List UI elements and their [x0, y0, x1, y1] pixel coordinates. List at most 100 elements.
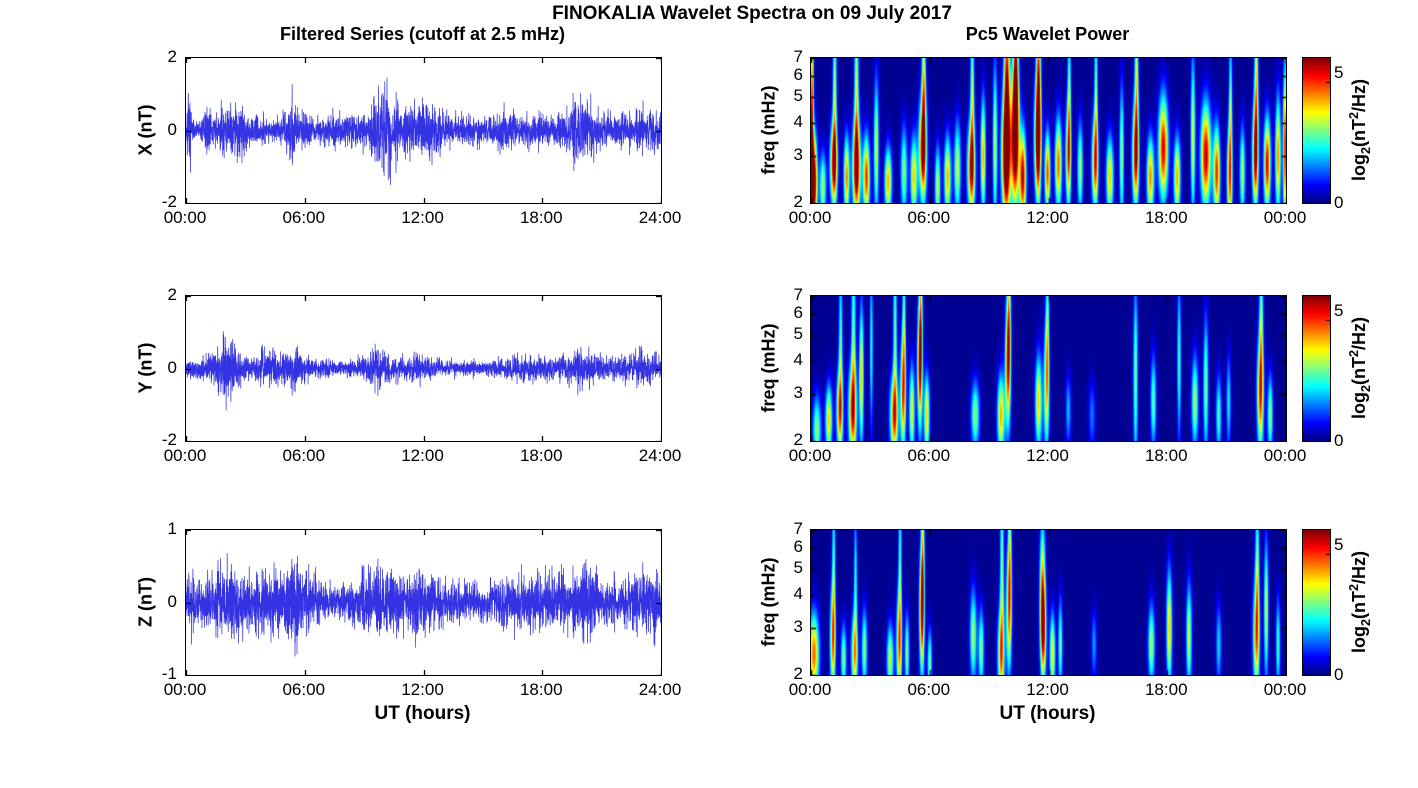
- colorbar-tick-5: 5: [1334, 535, 1344, 554]
- tick-label: 24:00: [638, 680, 682, 699]
- tick-label: 6: [793, 536, 803, 556]
- colorbar-label-text: (nT: [1349, 591, 1370, 619]
- tick-label: -2: [161, 192, 177, 211]
- tick-label: 3: [793, 617, 803, 637]
- tick-label: 00:00: [788, 680, 832, 699]
- tick-label: 3: [793, 145, 803, 165]
- tick-label: 3: [793, 383, 803, 403]
- timeseries-plot-y: [186, 296, 661, 441]
- wavelet-spectrogram-y: [811, 296, 1286, 441]
- freq-axis-label-y: freq (mHz): [758, 323, 779, 413]
- timeseries-panel-y: [185, 295, 662, 442]
- tick-label: 2: [793, 430, 803, 449]
- tick-label: 5: [793, 557, 803, 577]
- tick-label: 06:00: [907, 208, 951, 227]
- tick-label: 24:00: [638, 446, 682, 465]
- tick-label: -1: [161, 664, 177, 683]
- colorbar-gradient-x: [1303, 58, 1330, 203]
- tick-label: 00:00: [1263, 208, 1307, 227]
- tick-label: 4: [793, 349, 803, 369]
- tick-label: 00:00: [1263, 446, 1307, 465]
- colorbar-tick-0: 0: [1334, 665, 1344, 684]
- tick-label: 00:00: [163, 680, 207, 699]
- tick-label: 12:00: [1026, 680, 1069, 699]
- tick-label: 18:00: [1144, 208, 1188, 227]
- wavelet-panel-y: [810, 295, 1287, 442]
- tick-label: 0: [167, 119, 177, 139]
- tick-label: 18:00: [519, 208, 563, 227]
- y-axis-label-x: X (nT): [135, 104, 156, 156]
- colorbar-label-z: log2(nT2/Hz): [1347, 551, 1373, 653]
- tick-label: 7: [793, 285, 803, 304]
- tick-label: 1: [167, 519, 177, 538]
- tick-label: 0: [167, 357, 177, 377]
- tick-label: 4: [793, 583, 803, 603]
- tick-label: 24:00: [638, 208, 682, 227]
- colorbar-tick-5: 5: [1334, 301, 1344, 320]
- tick-label: 00:00: [163, 446, 207, 465]
- tick-label: 12:00: [1026, 208, 1069, 227]
- colorbar-label-text: log: [1349, 392, 1370, 420]
- left-column-title: Filtered Series (cutoff at 2.5 mHz): [279, 24, 566, 44]
- timeseries-panel-x: [185, 57, 662, 204]
- figure-title: FINOKALIA Wavelet Spectra on 09 July 201…: [552, 3, 952, 24]
- colorbar-tick-5: 5: [1334, 63, 1344, 82]
- colorbar-y: [1302, 295, 1331, 442]
- colorbar-gradient-y: [1303, 296, 1330, 441]
- colorbar-gradient-z: [1303, 530, 1330, 675]
- colorbar-label-superscript: 2: [1347, 583, 1362, 592]
- tick-label: 12:00: [401, 208, 444, 227]
- tick-label: 06:00: [282, 446, 326, 465]
- colorbar-label-text: (nT: [1349, 357, 1370, 385]
- tick-label: 18:00: [519, 680, 563, 699]
- tick-label: 5: [793, 85, 803, 105]
- tick-label: 7: [793, 519, 803, 538]
- freq-axis-label-z: freq (mHz): [758, 557, 779, 647]
- colorbar-label-x: log2(nT2/Hz): [1347, 79, 1373, 181]
- colorbar-label-text: /Hz): [1349, 78, 1370, 112]
- x-axis-label-left: UT (hours): [374, 703, 471, 724]
- tick-label: 0: [167, 591, 177, 611]
- colorbar-label-text: /Hz): [1349, 550, 1370, 584]
- colorbar-label-text: (nT: [1349, 119, 1370, 147]
- tick-label: 06:00: [282, 680, 326, 699]
- timeseries-panel-z: [185, 529, 662, 676]
- tick-label: -2: [161, 430, 177, 449]
- tick-label: 7: [793, 47, 803, 66]
- colorbar-z: [1302, 529, 1331, 676]
- tick-label: 00:00: [163, 208, 207, 227]
- colorbar-tick-0: 0: [1334, 193, 1344, 212]
- colorbar-label-text: /Hz): [1349, 316, 1370, 350]
- tick-label: 06:00: [282, 208, 326, 227]
- colorbar-label-subscript: 2: [1358, 146, 1373, 155]
- tick-label: 4: [793, 111, 803, 131]
- tick-label: 00:00: [1263, 680, 1307, 699]
- tick-label: 2: [167, 285, 177, 304]
- colorbar-x: [1302, 57, 1331, 204]
- wavelet-panel-x: [810, 57, 1287, 204]
- tick-label: 12:00: [1026, 446, 1069, 465]
- wavelet-spectrogram-z: [811, 530, 1286, 675]
- tick-label: 00:00: [788, 446, 832, 465]
- tick-label: 2: [793, 192, 803, 211]
- colorbar-label-text: log: [1349, 626, 1370, 654]
- timeseries-plot-x: [186, 58, 661, 203]
- timeseries-plot-z: [186, 530, 661, 675]
- wavelet-spectrogram-x: [811, 58, 1286, 203]
- freq-axis-label-x: freq (mHz): [758, 85, 779, 175]
- colorbar-label-text: log: [1349, 154, 1370, 182]
- colorbar-label-superscript: 2: [1347, 111, 1362, 120]
- tick-label: 12:00: [401, 446, 444, 465]
- tick-label: 6: [793, 64, 803, 84]
- tick-label: 2: [793, 664, 803, 683]
- colorbar-label-subscript: 2: [1358, 384, 1373, 393]
- colorbar-label-subscript: 2: [1358, 618, 1373, 627]
- tick-label: 6: [793, 302, 803, 322]
- right-column-title: Pc5 Wavelet Power: [965, 24, 1130, 44]
- tick-label: 5: [793, 323, 803, 343]
- tick-label: 00:00: [788, 208, 832, 227]
- tick-label: 18:00: [1144, 446, 1188, 465]
- wavelet-panel-z: [810, 529, 1287, 676]
- colorbar-tick-0: 0: [1334, 431, 1344, 450]
